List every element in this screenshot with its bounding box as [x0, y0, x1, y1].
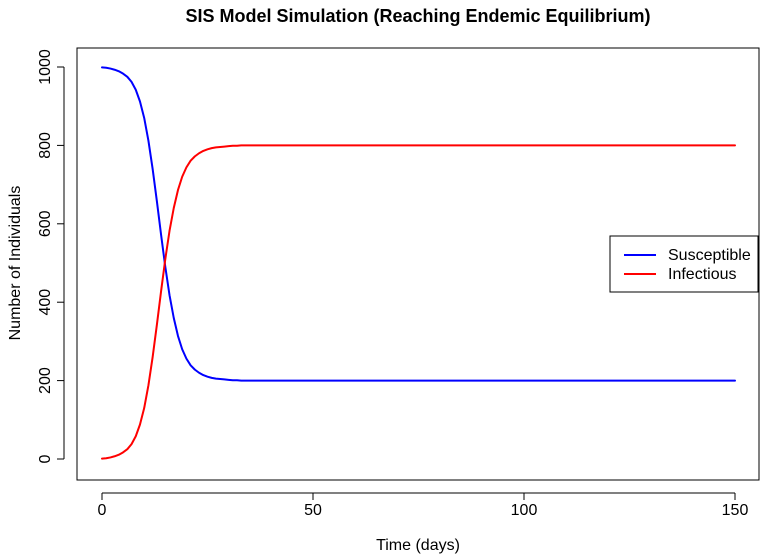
legend-box — [609, 235, 759, 293]
y-tick-label: 200 — [37, 367, 54, 394]
x-tick-label: 50 — [304, 502, 322, 519]
x-tick-label: 150 — [722, 502, 749, 519]
susceptible-series-line — [101, 66, 736, 382]
x-axis: 0 50 100 150 — [98, 492, 749, 519]
y-tick-label: 1000 — [37, 49, 54, 85]
chart-title: SIS Model Simulation (Reaching Endemic E… — [185, 6, 650, 26]
infectious-series-line — [101, 144, 736, 460]
x-tick-label: 100 — [511, 502, 538, 519]
legend: Susceptible Infectious — [609, 235, 759, 293]
y-axis: 0 200 400 600 800 1000 — [37, 49, 65, 463]
x-tick-label: 0 — [98, 502, 107, 519]
legend-infectious-label: Infectious — [668, 266, 736, 283]
legend-susceptible-label: Susceptible — [668, 247, 751, 264]
y-tick-label: 400 — [37, 289, 54, 316]
y-tick-label: 600 — [37, 210, 54, 237]
x-axis-label: Time (days) — [376, 537, 460, 554]
series-lines — [101, 66, 736, 460]
y-tick-label: 0 — [37, 454, 54, 463]
y-axis-label: Number of Individuals — [7, 186, 24, 341]
plot-frame — [76, 47, 760, 481]
y-tick-label: 800 — [37, 132, 54, 159]
